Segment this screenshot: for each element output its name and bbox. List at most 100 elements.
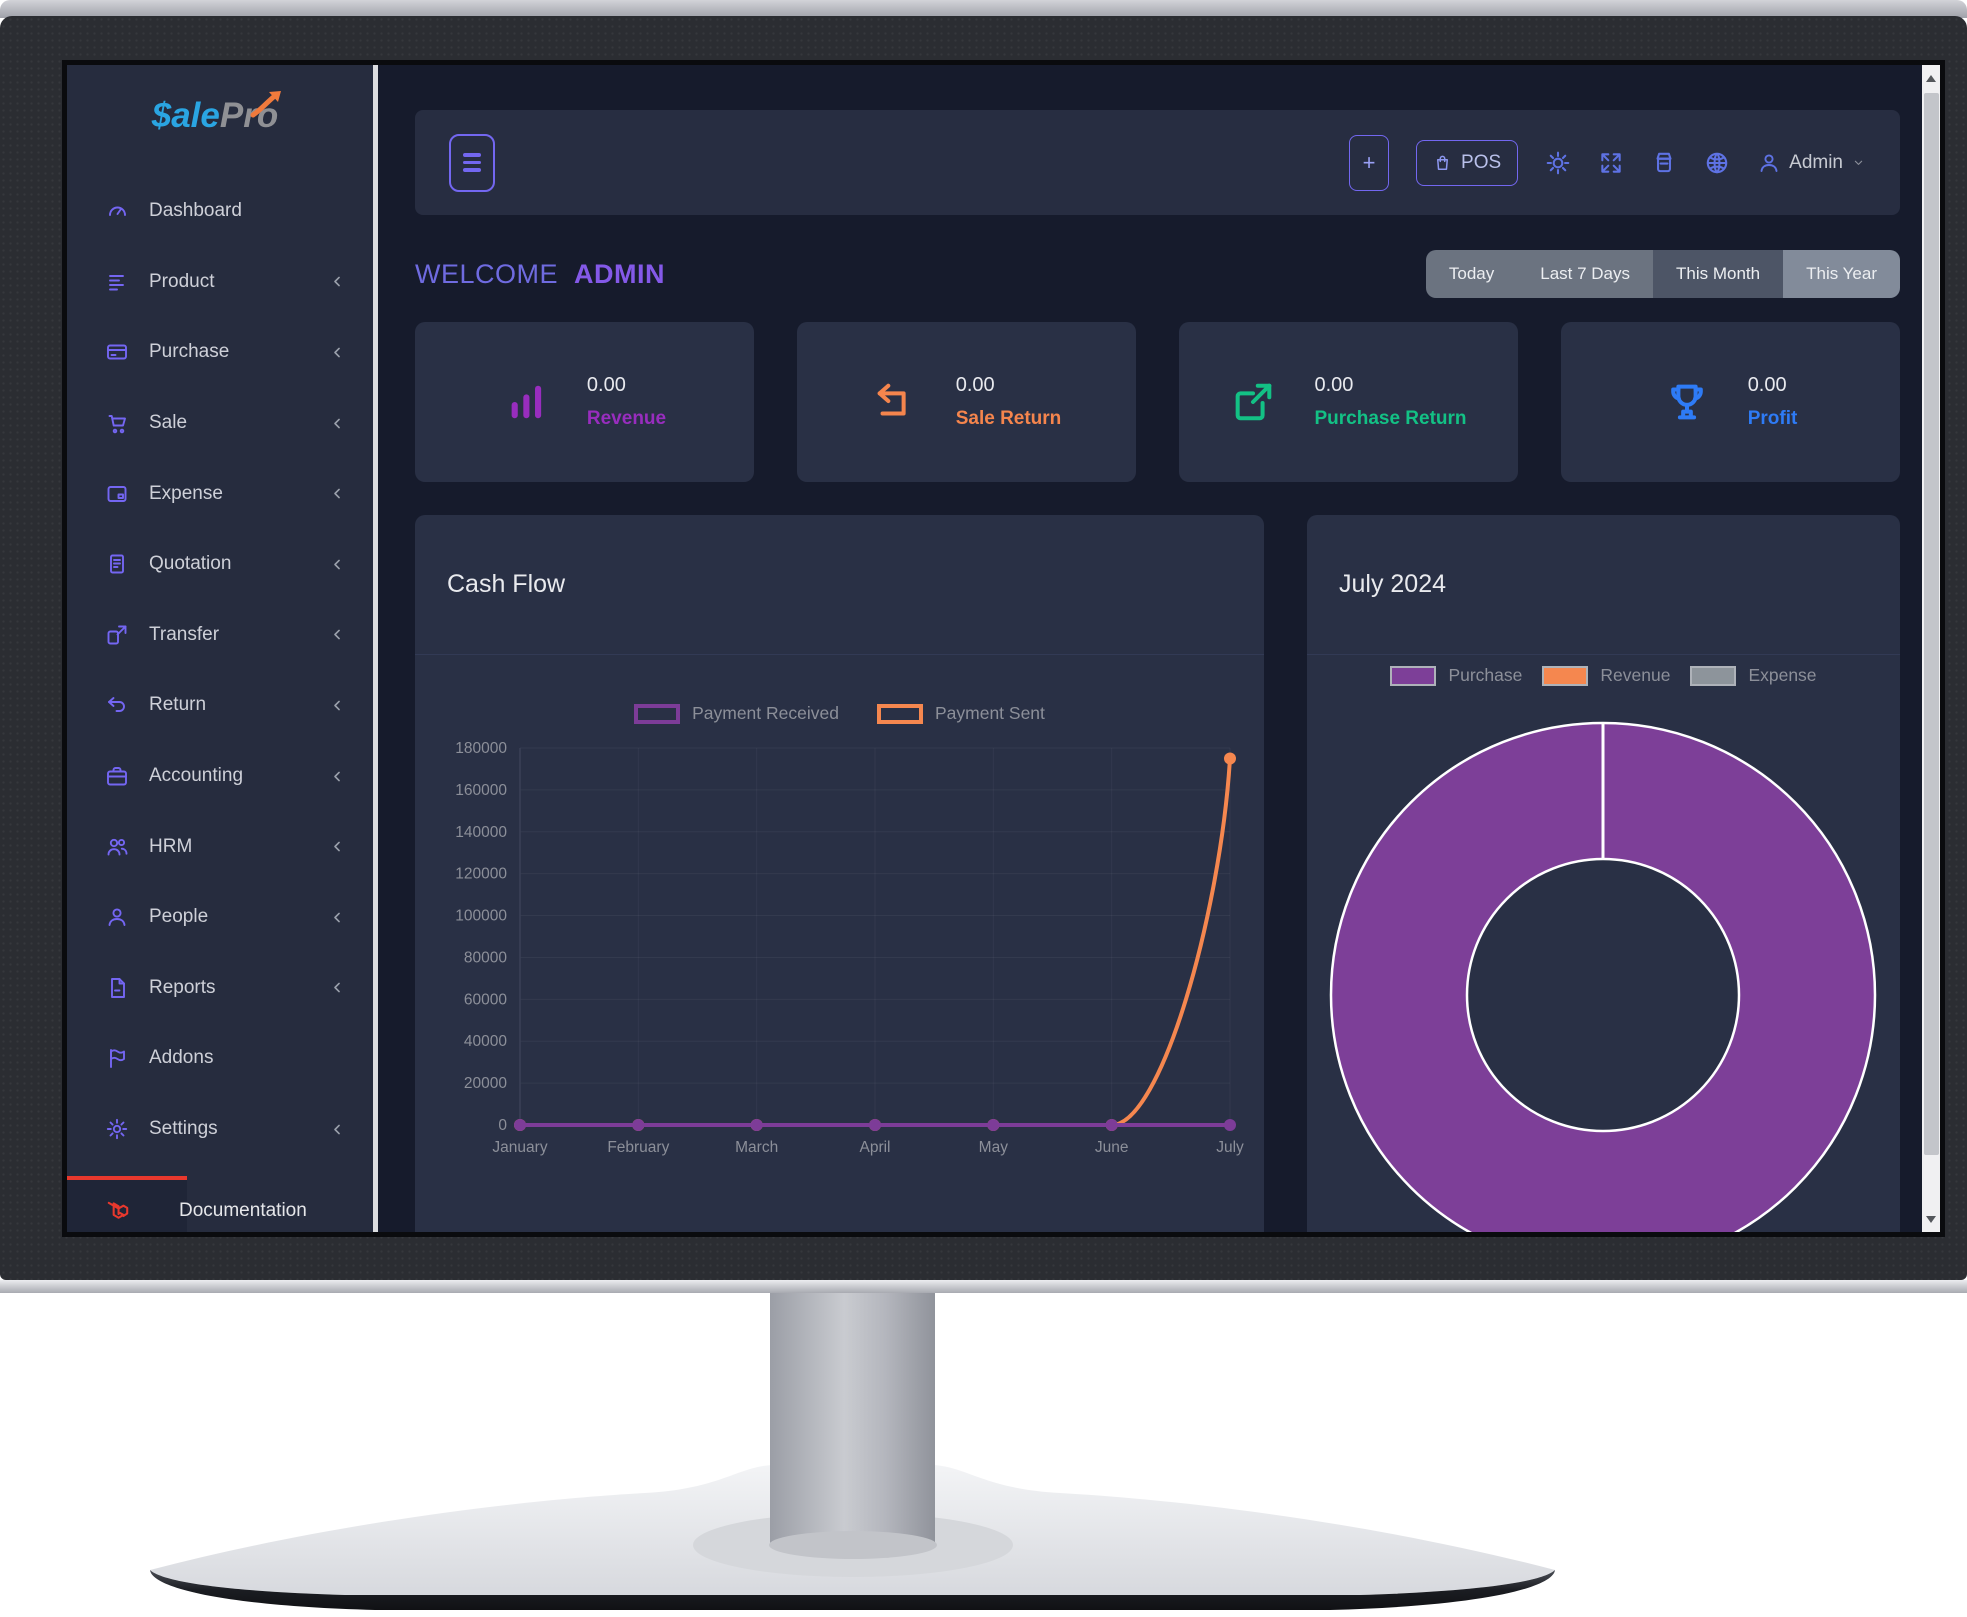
stat-value: 0.00 (586, 374, 626, 396)
legend-label: Purchase (1448, 665, 1523, 685)
legend-item-payment-sent[interactable]: Payment Sent (876, 703, 1045, 724)
chevron-left-icon (330, 627, 345, 642)
return-arrow-icon (872, 379, 918, 425)
svg-text:120000: 120000 (455, 866, 507, 883)
donut-card-header: July 2024 (1307, 515, 1900, 655)
stat-card-revenue: 0.00 Revenue (415, 322, 754, 482)
sidebar-item-hrm[interactable]: HRM (67, 811, 373, 882)
sidebar-item-label: Purchase (149, 341, 230, 363)
monitor-top-edge (0, 0, 1967, 18)
sidebar-item-addons[interactable]: Addons (67, 1023, 373, 1094)
stat-label: Profit (1747, 408, 1798, 429)
users-icon (105, 835, 129, 859)
trophy-icon (1664, 379, 1710, 425)
welcome-row: WELCOME ADMIN Today Last 7 Days This Month… (415, 245, 1900, 303)
cashflow-card-header: Cash Flow (415, 515, 1264, 655)
app-logo[interactable]: $alePro (67, 91, 373, 136)
stand-base-front (150, 1570, 1555, 1610)
wallet-icon (105, 482, 129, 506)
navbar-right-controls: + POS Admin (1349, 134, 1866, 191)
doc-lines-icon (105, 552, 129, 576)
legend-label: Payment Sent (934, 703, 1045, 723)
legend-item-payment-received[interactable]: Payment Received (634, 703, 839, 724)
sidebar-item-sale[interactable]: Sale (67, 388, 373, 459)
legend-swatch (634, 703, 681, 724)
legend-swatch (1390, 665, 1437, 686)
scrollbar-thumb[interactable] (1923, 93, 1939, 1155)
fullscreen-icon[interactable] (1598, 150, 1624, 176)
scroll-down-button[interactable] (1922, 1206, 1940, 1232)
stats-row: 0.00 Revenue 0.00 Sale Return 0.00 Purchase R… (415, 322, 1900, 482)
pos-button[interactable]: POS (1416, 139, 1519, 186)
filter-button-this-month[interactable]: This Month (1653, 250, 1784, 298)
monitor-stand (150, 1293, 1555, 1610)
share-icon (105, 623, 129, 647)
chevron-down-icon (1851, 155, 1866, 170)
gear-icon (105, 1117, 129, 1141)
cash-register-icon[interactable] (1651, 150, 1677, 176)
welcome-name: ADMIN (574, 258, 666, 289)
chevron-left-icon (330, 839, 345, 854)
filter-button-last-7-days[interactable]: Last 7 Days (1517, 250, 1654, 298)
theme-sun-icon[interactable] (1545, 150, 1571, 176)
sidebar-item-purchase[interactable]: Purchase (67, 317, 373, 388)
language-globe-icon[interactable] (1704, 150, 1730, 176)
sidebar-item-return[interactable]: Return (67, 670, 373, 741)
scroll-up-button[interactable] (1922, 65, 1940, 91)
cashflow-card: Cash Flow Payment Received Payment Sent 0… (415, 515, 1264, 1232)
briefcase-icon (105, 764, 129, 788)
chevron-left-icon (330, 274, 345, 289)
stand-neck (770, 1293, 935, 1545)
legend-item-expense[interactable]: Expense (1690, 665, 1817, 686)
share-box-icon (1230, 379, 1276, 425)
chevron-left-icon (330, 416, 345, 431)
user-menu[interactable]: Admin (1757, 151, 1866, 175)
chevron-left-icon (330, 910, 345, 925)
sidebar-item-accounting[interactable]: Accounting (67, 741, 373, 812)
svg-text:80000: 80000 (464, 949, 507, 966)
legend-swatch (876, 703, 923, 724)
sidebar-item-label: People (149, 906, 209, 928)
sidebar-item-dashboard[interactable]: Dashboard (67, 176, 373, 247)
cart-icon (105, 411, 129, 435)
legend-item-purchase[interactable]: Purchase (1390, 665, 1522, 686)
filter-button-today[interactable]: Today (1425, 250, 1518, 298)
svg-text:0: 0 (498, 1117, 507, 1134)
svg-text:February: February (607, 1139, 669, 1156)
stat-label: Revenue (586, 408, 667, 429)
laravel-icon (105, 1198, 131, 1224)
svg-text:April: April (859, 1139, 890, 1156)
svg-text:180000: 180000 (455, 740, 507, 757)
legend-swatch (1690, 665, 1737, 686)
sidebar-item-quotation[interactable]: Quotation (67, 529, 373, 600)
sidebar-item-label: Dashboard (149, 200, 242, 222)
stat-label: Sale Return (955, 408, 1062, 429)
user-menu-label: Admin (1789, 151, 1843, 173)
stat-value: 0.00 (955, 374, 995, 396)
chevron-left-icon (330, 698, 345, 713)
legend-label: Revenue (1600, 665, 1671, 685)
sidebar-item-label: Accounting (149, 765, 244, 787)
sidebar-toggle-button[interactable] (449, 133, 495, 192)
vertical-scrollbar[interactable] (1922, 65, 1940, 1232)
sidebar: $alePro Dashboard Product Purchase Sale Expe… (67, 65, 373, 1232)
welcome-prefix: WELCOME (415, 258, 559, 289)
svg-text:100000: 100000 (455, 908, 507, 925)
legend-label: Payment Received (692, 703, 839, 723)
quick-add-button[interactable]: + (1349, 134, 1390, 191)
legend-item-revenue[interactable]: Revenue (1542, 665, 1670, 686)
sidebar-menu: Dashboard Product Purchase Sale Expense Quota… (67, 176, 373, 1164)
charts-row: Cash Flow Payment Received Payment Sent 0… (415, 515, 1900, 1232)
sidebar-item-settings[interactable]: Settings (67, 1094, 373, 1165)
sidebar-item-label: Quotation (149, 553, 232, 575)
sidebar-item-people[interactable]: People (67, 882, 373, 953)
sidebar-item-documentation[interactable]: Documentation (67, 1176, 373, 1232)
svg-text:140000: 140000 (455, 824, 507, 841)
sidebar-item-reports[interactable]: Reports (67, 953, 373, 1024)
sidebar-item-product[interactable]: Product (67, 247, 373, 318)
sidebar-item-expense[interactable]: Expense (67, 458, 373, 529)
sidebar-item-transfer[interactable]: Transfer (67, 600, 373, 671)
sidebar-item-label: Documentation (179, 1200, 307, 1221)
filter-button-this-year[interactable]: This Year (1783, 250, 1900, 298)
svg-text:20000: 20000 (464, 1075, 507, 1092)
